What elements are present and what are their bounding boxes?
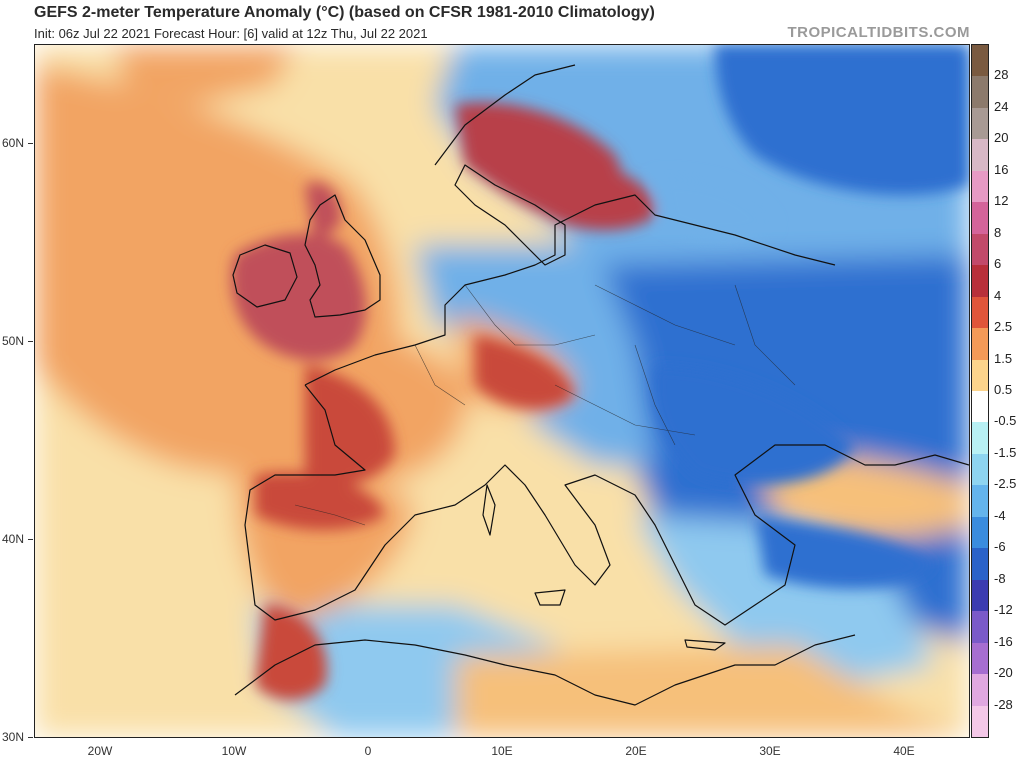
colorbar-label: -16	[994, 633, 1013, 649]
baltic-anomaly	[535, 162, 655, 230]
uk-ireland-anomaly	[231, 234, 366, 360]
atlantic-warm-region	[115, 45, 295, 105]
lat-label-60n: 60N	[2, 136, 33, 150]
lon-label-30e: 30E	[759, 744, 781, 758]
colorbar-segment	[972, 391, 988, 423]
colorbar-label: 4	[994, 287, 1002, 303]
colorbar-segment	[972, 107, 988, 140]
colorbar-segment	[972, 328, 988, 361]
anomaly-peaks	[231, 45, 969, 700]
country-borders	[294, 284, 796, 526]
anomaly-map	[34, 44, 970, 738]
colorbar-label: 20	[994, 130, 1009, 146]
ireland-coast	[232, 244, 298, 308]
colorbar	[971, 44, 989, 738]
scandinavia-coast	[434, 64, 576, 266]
colorbar-label: -6	[994, 539, 1006, 555]
colorbar-segment	[972, 674, 988, 707]
colorbar-label: 2.5	[994, 319, 1013, 335]
colorbar-segment	[972, 202, 988, 235]
mediterranean-cool-region	[635, 515, 935, 685]
colorbar-label: -1.5	[994, 444, 1017, 460]
colorbar-label: 24	[994, 98, 1009, 114]
colorbar-segment	[972, 139, 988, 172]
colorbar-segment	[972, 359, 988, 392]
france-iberia-anomaly	[305, 365, 395, 486]
colorbar-segment	[972, 170, 988, 203]
colorbar-segment	[972, 453, 988, 486]
africa-warm-core	[255, 605, 327, 700]
uk-ireland-anomaly	[305, 182, 341, 245]
europe-coast	[244, 194, 969, 626]
colorbar-label: 16	[994, 161, 1009, 177]
eastern-cold-core	[652, 365, 855, 485]
central-anomaly	[475, 335, 575, 409]
africa-coast	[234, 634, 856, 706]
colorbar-label: 12	[994, 193, 1009, 209]
colorbar-segment	[972, 233, 988, 266]
north-africa-region	[455, 645, 969, 737]
colorbar-label: -20	[994, 665, 1013, 681]
colorbar-label: -0.5	[994, 413, 1017, 429]
britain-coast	[304, 194, 381, 318]
colorbar-segment	[972, 611, 988, 644]
colorbar-segment	[972, 265, 988, 298]
corsica-sardinia	[482, 484, 496, 536]
colorbar-label: 28	[994, 67, 1009, 83]
colorbar-label: -28	[994, 696, 1013, 712]
colorbar-segment	[972, 579, 988, 612]
lat-label-30n: 30N	[2, 730, 33, 744]
forecast-info: Init: 06z Jul 22 2021 Forecast Hour: [6]…	[34, 26, 428, 41]
chart-title: GEFS 2-meter Temperature Anomaly (°C) (b…	[34, 4, 655, 21]
colorbar-label: -8	[994, 570, 1006, 586]
crete	[684, 639, 726, 651]
lon-label-0: 0	[364, 744, 372, 758]
colorbar-segment	[972, 642, 988, 675]
lon-label-20w: 20W	[87, 744, 113, 758]
colorbar-label: 0.5	[994, 382, 1013, 397]
colorbar-segment	[972, 485, 988, 518]
colorbar-segment	[972, 45, 988, 77]
colorbar-segment	[972, 516, 988, 549]
lat-label-40n: 40N	[2, 532, 33, 546]
lon-label-10e: 10E	[491, 744, 513, 758]
colorbar-segment	[972, 422, 988, 455]
colorbar-label: 1.5	[994, 350, 1013, 366]
lon-label-20e: 20E	[625, 744, 647, 758]
colorbar-label: 6	[994, 256, 1002, 272]
colorbar-segment	[972, 76, 988, 109]
colorbar-segment	[972, 548, 988, 581]
turkey-cold-core	[755, 515, 935, 589]
russia-cold-core	[715, 45, 969, 195]
coastlines	[232, 64, 969, 706]
colorbar-label: -4	[994, 507, 1006, 523]
colorbar-label: 8	[994, 224, 1002, 240]
baltic-cool-mix	[655, 175, 775, 240]
lat-label-50n: 50N	[2, 334, 33, 348]
sicily	[534, 589, 566, 606]
colorbar-segment	[972, 296, 988, 329]
lon-label-10w: 10W	[221, 744, 247, 758]
france-iberia-anomaly	[255, 472, 385, 530]
lon-label-40e: 40E	[893, 744, 915, 758]
colorbar-label: -2.5	[994, 476, 1017, 492]
colorbar-label: -12	[994, 602, 1013, 618]
colorbar-segment	[972, 705, 988, 738]
brand-watermark: TROPICALTIDBITS.COM	[787, 24, 970, 41]
